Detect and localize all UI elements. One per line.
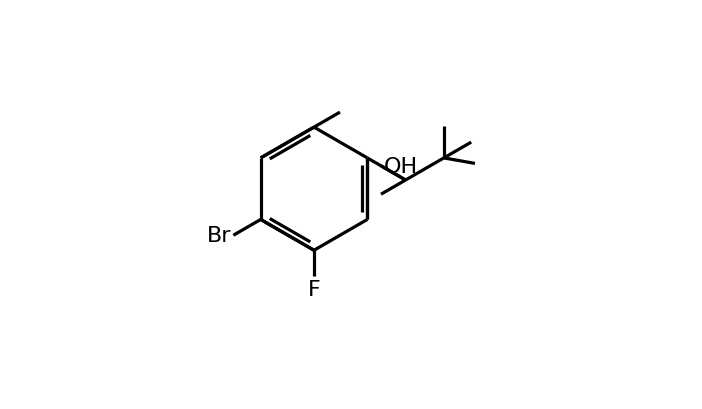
Text: OH: OH	[384, 156, 418, 176]
Text: Br: Br	[207, 226, 232, 246]
Text: F: F	[307, 280, 320, 299]
